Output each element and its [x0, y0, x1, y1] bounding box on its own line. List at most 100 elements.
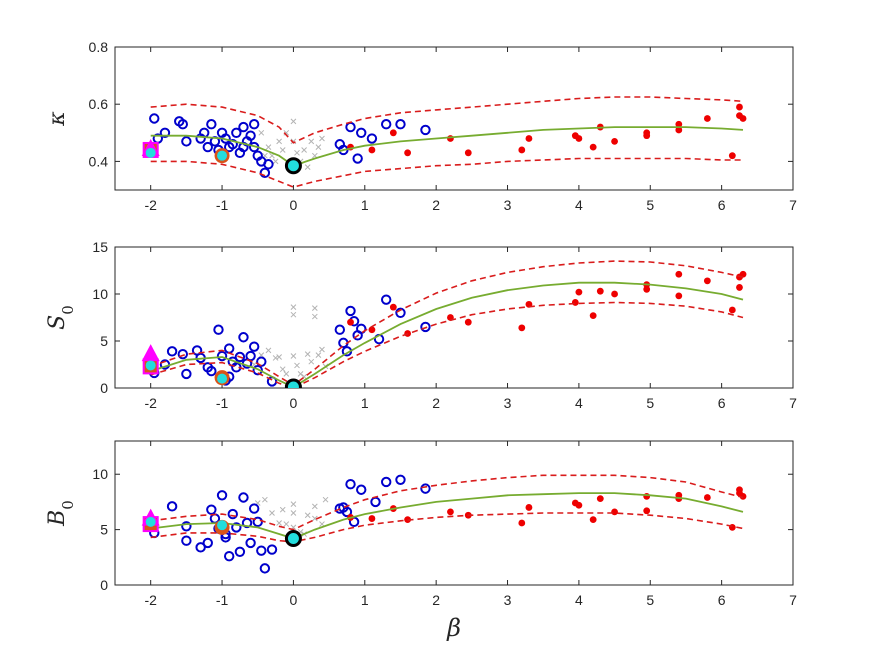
- blue-circle-point: [166, 346, 178, 357]
- blue-circle-point: [181, 521, 192, 532]
- plot-marks: [141, 474, 747, 574]
- grey-x-marker: [290, 510, 297, 516]
- red-dot-point: [611, 137, 618, 145]
- x-tick-label: 5: [646, 197, 654, 213]
- blue-circle-point: [352, 153, 363, 164]
- red-dot-point: [518, 519, 526, 527]
- red-dot-point: [739, 115, 747, 122]
- blue-circle-point: [252, 364, 263, 376]
- red-dot-point: [368, 515, 376, 522]
- red-dot-point: [703, 494, 711, 501]
- red-dot-point: [611, 290, 618, 298]
- blue-circle-point: [395, 119, 406, 130]
- grey-x-marker: [290, 118, 297, 125]
- grey-x-marker: [290, 311, 297, 318]
- y-tick-label: 0: [100, 577, 108, 593]
- blue-circle-point: [202, 537, 213, 549]
- x-tick-label: 2: [432, 395, 440, 411]
- y-tick-label: 0.6: [89, 96, 109, 112]
- red-dot-point: [575, 135, 583, 142]
- x-tick-label: 0: [290, 197, 298, 213]
- red-dot-point: [464, 149, 472, 157]
- red-dot-point: [596, 495, 604, 502]
- grey-x-marker: [319, 135, 325, 142]
- y-tick-label: 5: [100, 333, 108, 349]
- grey-x-marker: [304, 351, 311, 358]
- blue-circle-point: [341, 506, 353, 518]
- subplot-3: -2 -1 0 1 2 3 4 5 6 7 0 5 10 B0 β: [45, 440, 797, 642]
- y-tick-label: 10: [92, 286, 108, 302]
- x-tick-label: 3: [504, 395, 512, 411]
- grey-x-marker: [262, 496, 268, 503]
- red-dot-point: [611, 508, 618, 516]
- blue-circle-point: [195, 542, 206, 553]
- blue-circle-point: [181, 136, 192, 147]
- fit-line: [150, 126, 744, 167]
- upper-band-line: [150, 260, 744, 387]
- cyan-dot-marker: [289, 534, 298, 543]
- lower-band-line: [150, 512, 744, 543]
- plot-area: [114, 246, 794, 389]
- lower-band-line: [150, 157, 743, 188]
- grey-x-marker: [279, 147, 286, 153]
- blue-circle-point: [381, 294, 392, 305]
- red-dot-point: [368, 146, 376, 154]
- x-axis-label: β: [446, 614, 461, 642]
- red-dot-point: [739, 492, 747, 500]
- grey-x-marker: [269, 510, 275, 516]
- grey-x-marker: [301, 147, 307, 153]
- cyan-dot-marker: [289, 383, 298, 388]
- red-dot-point: [728, 306, 736, 314]
- x-tick-label: -1: [216, 592, 229, 608]
- blue-circle-point: [177, 119, 189, 130]
- x-tick-label: 6: [718, 197, 726, 213]
- x-tick-label: 1: [361, 197, 369, 213]
- blue-circle-point: [216, 490, 228, 501]
- grey-x-marker: [279, 506, 286, 513]
- grey-x-marker: [290, 353, 297, 359]
- blue-circle-point: [381, 476, 392, 488]
- x-tick-label: 1: [361, 592, 369, 608]
- grey-x-marker: [304, 164, 311, 170]
- y-axis-label: B0: [45, 500, 77, 527]
- blue-circle-point: [202, 141, 213, 153]
- grey-x-marker: [311, 305, 318, 311]
- red-dot-point: [447, 135, 454, 142]
- blue-circle-point: [263, 159, 274, 170]
- red-dot-point: [643, 132, 651, 140]
- grey-x-marker: [258, 129, 265, 136]
- red-dot-point: [589, 516, 597, 524]
- upper-band-line: [150, 474, 744, 531]
- blue-circle-point: [206, 119, 217, 130]
- blue-circle-point: [213, 324, 224, 335]
- x-tick-label: -1: [216, 395, 229, 411]
- grey-x-marker: [290, 501, 297, 507]
- red-dot-point: [675, 120, 683, 128]
- x-tick-label: 5: [646, 395, 654, 411]
- x-tick-label: 4: [575, 395, 583, 411]
- grey-x-marker: [311, 313, 318, 320]
- blue-circle-point: [223, 551, 235, 562]
- blue-circle-point: [234, 546, 246, 557]
- blue-circle-point: [252, 516, 263, 528]
- blue-circle-point: [227, 508, 238, 520]
- blue-circle-point: [356, 484, 367, 495]
- blue-circle-point: [356, 127, 367, 139]
- x-tick-label: -2: [144, 395, 157, 411]
- cyan-dot-marker: [289, 161, 298, 170]
- red-dot-point: [589, 143, 597, 151]
- blue-circle-point: [181, 535, 192, 546]
- red-dot-point: [347, 318, 354, 326]
- grey-x-marker: [315, 352, 322, 358]
- red-dot-point: [728, 152, 736, 160]
- cyan-dot-marker: [217, 520, 228, 531]
- red-dot-point: [525, 504, 533, 511]
- grey-x-marker: [297, 371, 304, 377]
- blue-circle-point: [177, 348, 189, 360]
- blue-circle-point: [206, 365, 217, 377]
- cyan-dot-marker: [145, 360, 156, 371]
- grey-x-marker: [311, 515, 318, 522]
- x-tick-label: -2: [144, 592, 157, 608]
- red-dot-point: [525, 135, 533, 142]
